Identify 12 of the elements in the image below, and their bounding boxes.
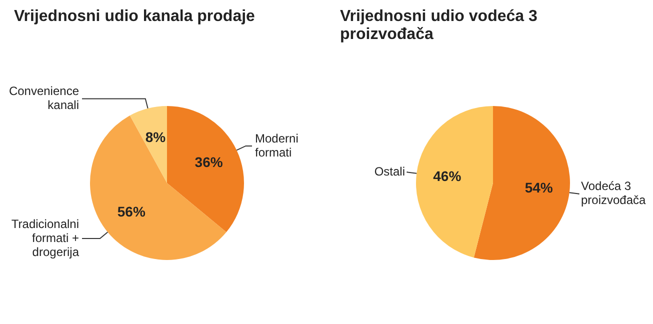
data-label: 54% [524, 180, 554, 196]
data-label: 36% [194, 154, 224, 170]
data-label: 8% [145, 129, 166, 146]
chart-title: Vrijednosni udio kanala prodaje [13, 8, 256, 27]
data-label: 46% [433, 168, 462, 184]
slice-label: Tradicionalni formati + drogerija [11, 216, 80, 259]
slice-label: Ostali [374, 164, 405, 178]
slice-label: Vodeća 3 proizvođača [581, 179, 646, 208]
slice-label: Moderni formati [255, 131, 298, 160]
slice-label: Convenience kanali [8, 84, 80, 112]
data-label: 56% [117, 203, 146, 220]
chart-title: Vrijednosni udio vodeća 3 proizvođača [339, 8, 538, 45]
